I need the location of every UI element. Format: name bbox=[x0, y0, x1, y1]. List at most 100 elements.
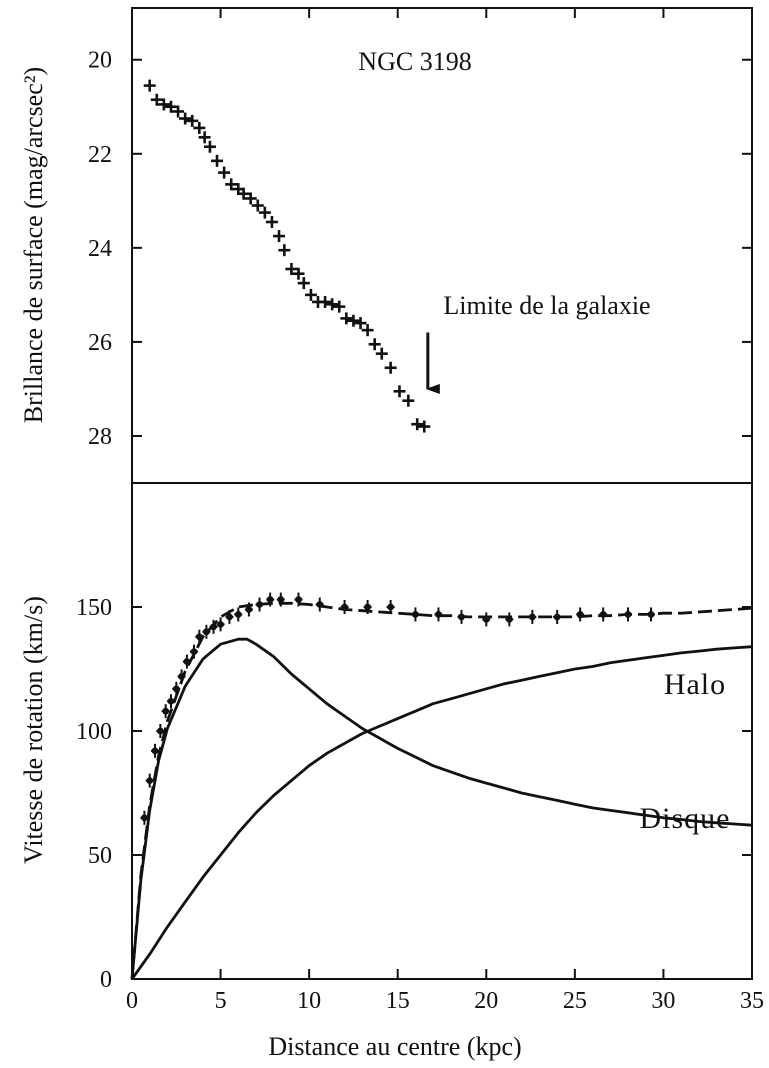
rotation-data-point bbox=[225, 609, 234, 624]
top-data-point bbox=[198, 131, 211, 144]
bottom-y-axis-title: Vitesse de rotation (km/s) bbox=[19, 596, 48, 864]
top-y-tick-label: 26 bbox=[88, 330, 112, 356]
rotation-data-point bbox=[255, 597, 264, 612]
top-y-ticks: 20 22 24 26 28 bbox=[88, 48, 752, 450]
bottom-y-tick-label: 100 bbox=[76, 719, 112, 745]
top-series-markers bbox=[143, 79, 431, 433]
rotation-data-point bbox=[166, 694, 175, 709]
rotation-data-point bbox=[234, 607, 243, 622]
x-tick-label: 20 bbox=[474, 988, 498, 1014]
rotation-data-point bbox=[266, 592, 275, 607]
bottom-plot-frame bbox=[131, 482, 753, 980]
bottom-curves bbox=[130, 601, 753, 980]
top-data-point bbox=[340, 312, 353, 325]
top-plot-frame bbox=[131, 7, 753, 484]
top-data-point bbox=[411, 418, 424, 431]
top-chart-title: NGC 3198 bbox=[358, 47, 471, 76]
top-data-point bbox=[265, 215, 278, 228]
bottom-axis-ticks: 0 5 10 15 20 25 30 35 0 50 100 150 bbox=[76, 8, 764, 1014]
top-data-point bbox=[292, 267, 305, 280]
x-tick-label: 0 bbox=[126, 988, 138, 1014]
rotation-data-point bbox=[386, 600, 395, 614]
top-data-point bbox=[211, 154, 224, 167]
rotation-data-point bbox=[505, 612, 514, 627]
top-data-point bbox=[402, 394, 415, 407]
rotation-data-point bbox=[145, 773, 154, 788]
rotation-data-point bbox=[624, 607, 632, 622]
rotation-data-point bbox=[434, 607, 443, 622]
rotation-data-point bbox=[276, 592, 285, 607]
top-data-point bbox=[172, 105, 185, 118]
top-data-point bbox=[304, 288, 317, 301]
top-data-point bbox=[237, 187, 250, 200]
top-data-point bbox=[375, 347, 388, 360]
top-data-point bbox=[251, 199, 264, 212]
x-axis-title: Distance au centre (kpc) bbox=[268, 1032, 521, 1061]
top-data-point bbox=[193, 121, 206, 134]
rotation-data-point bbox=[340, 600, 349, 614]
x-tick-label: 10 bbox=[297, 988, 321, 1014]
limit-annotation-text: Limite de la galaxie bbox=[443, 291, 650, 320]
top-y-tick-label: 24 bbox=[88, 236, 112, 262]
top-data-point bbox=[186, 114, 199, 127]
top-data-point bbox=[164, 100, 177, 113]
rotation-data-point bbox=[576, 607, 585, 622]
bottom-y-tick-label: 0 bbox=[100, 967, 112, 993]
top-y-tick-label: 20 bbox=[88, 48, 112, 74]
top-data-point bbox=[150, 93, 163, 106]
halo-curve bbox=[130, 645, 753, 980]
top-data-point bbox=[361, 324, 374, 337]
top-panel: 20 22 24 26 28 NGC 3198 Limite de la galaxie… bbox=[19, 7, 753, 484]
rotation-data-point bbox=[140, 810, 149, 825]
top-data-point bbox=[297, 277, 310, 290]
top-y-tick-label: 22 bbox=[88, 142, 112, 168]
rotation-data-point bbox=[363, 600, 372, 614]
rotation-data-point bbox=[411, 607, 420, 622]
bottom-panel: 0 5 10 15 20 25 30 35 0 50 100 150 Halo Disque Vite… bbox=[19, 8, 764, 1014]
top-data-point bbox=[278, 244, 291, 257]
x-tick-label: 30 bbox=[651, 988, 675, 1014]
rotation-data-point bbox=[599, 607, 608, 622]
rotation-data-point bbox=[294, 592, 303, 607]
top-data-point bbox=[393, 385, 406, 398]
top-data-point bbox=[384, 361, 397, 374]
x-tick-label: 15 bbox=[386, 988, 410, 1014]
rotation-data-point bbox=[202, 624, 211, 639]
bottom-data-markers bbox=[140, 592, 656, 825]
rotation-data-point bbox=[553, 609, 562, 624]
rotation-data-point bbox=[156, 724, 165, 738]
top-data-point bbox=[418, 420, 431, 433]
top-data-point bbox=[179, 112, 192, 125]
rotation-data-point bbox=[195, 629, 204, 644]
x-tick-label: 5 bbox=[215, 988, 227, 1014]
total-fit-curve bbox=[130, 601, 753, 980]
top-data-point bbox=[319, 295, 332, 308]
disque-curve bbox=[130, 637, 753, 980]
rotation-data-point bbox=[528, 609, 537, 624]
top-data-point bbox=[326, 298, 339, 311]
rotation-data-point bbox=[216, 617, 225, 632]
rotation-data-point bbox=[177, 669, 186, 684]
rotation-data-point bbox=[244, 602, 253, 617]
bottom-y-tick-label: 50 bbox=[88, 843, 112, 869]
x-tick-label: 25 bbox=[563, 988, 587, 1014]
rotation-data-point bbox=[209, 619, 218, 634]
top-data-point bbox=[203, 140, 216, 153]
bottom-y-tick-label: 150 bbox=[76, 595, 112, 621]
top-data-point bbox=[368, 338, 381, 351]
rotation-data-point bbox=[482, 612, 491, 627]
disque-label: Disque bbox=[640, 802, 731, 835]
top-data-point bbox=[143, 79, 156, 92]
rotation-data-point bbox=[182, 654, 191, 669]
top-data-point bbox=[354, 317, 367, 330]
top-y-axis-title: Brillance de surface (mag/arcsec²) bbox=[19, 67, 48, 423]
top-data-point bbox=[285, 263, 298, 276]
top-data-point bbox=[273, 230, 286, 243]
top-data-point bbox=[244, 192, 257, 205]
rotation-data-point bbox=[315, 597, 324, 612]
rotation-data-point bbox=[172, 681, 181, 696]
top-data-point bbox=[333, 300, 346, 313]
rotation-data-point bbox=[190, 644, 198, 659]
rotation-data-point bbox=[647, 607, 656, 622]
